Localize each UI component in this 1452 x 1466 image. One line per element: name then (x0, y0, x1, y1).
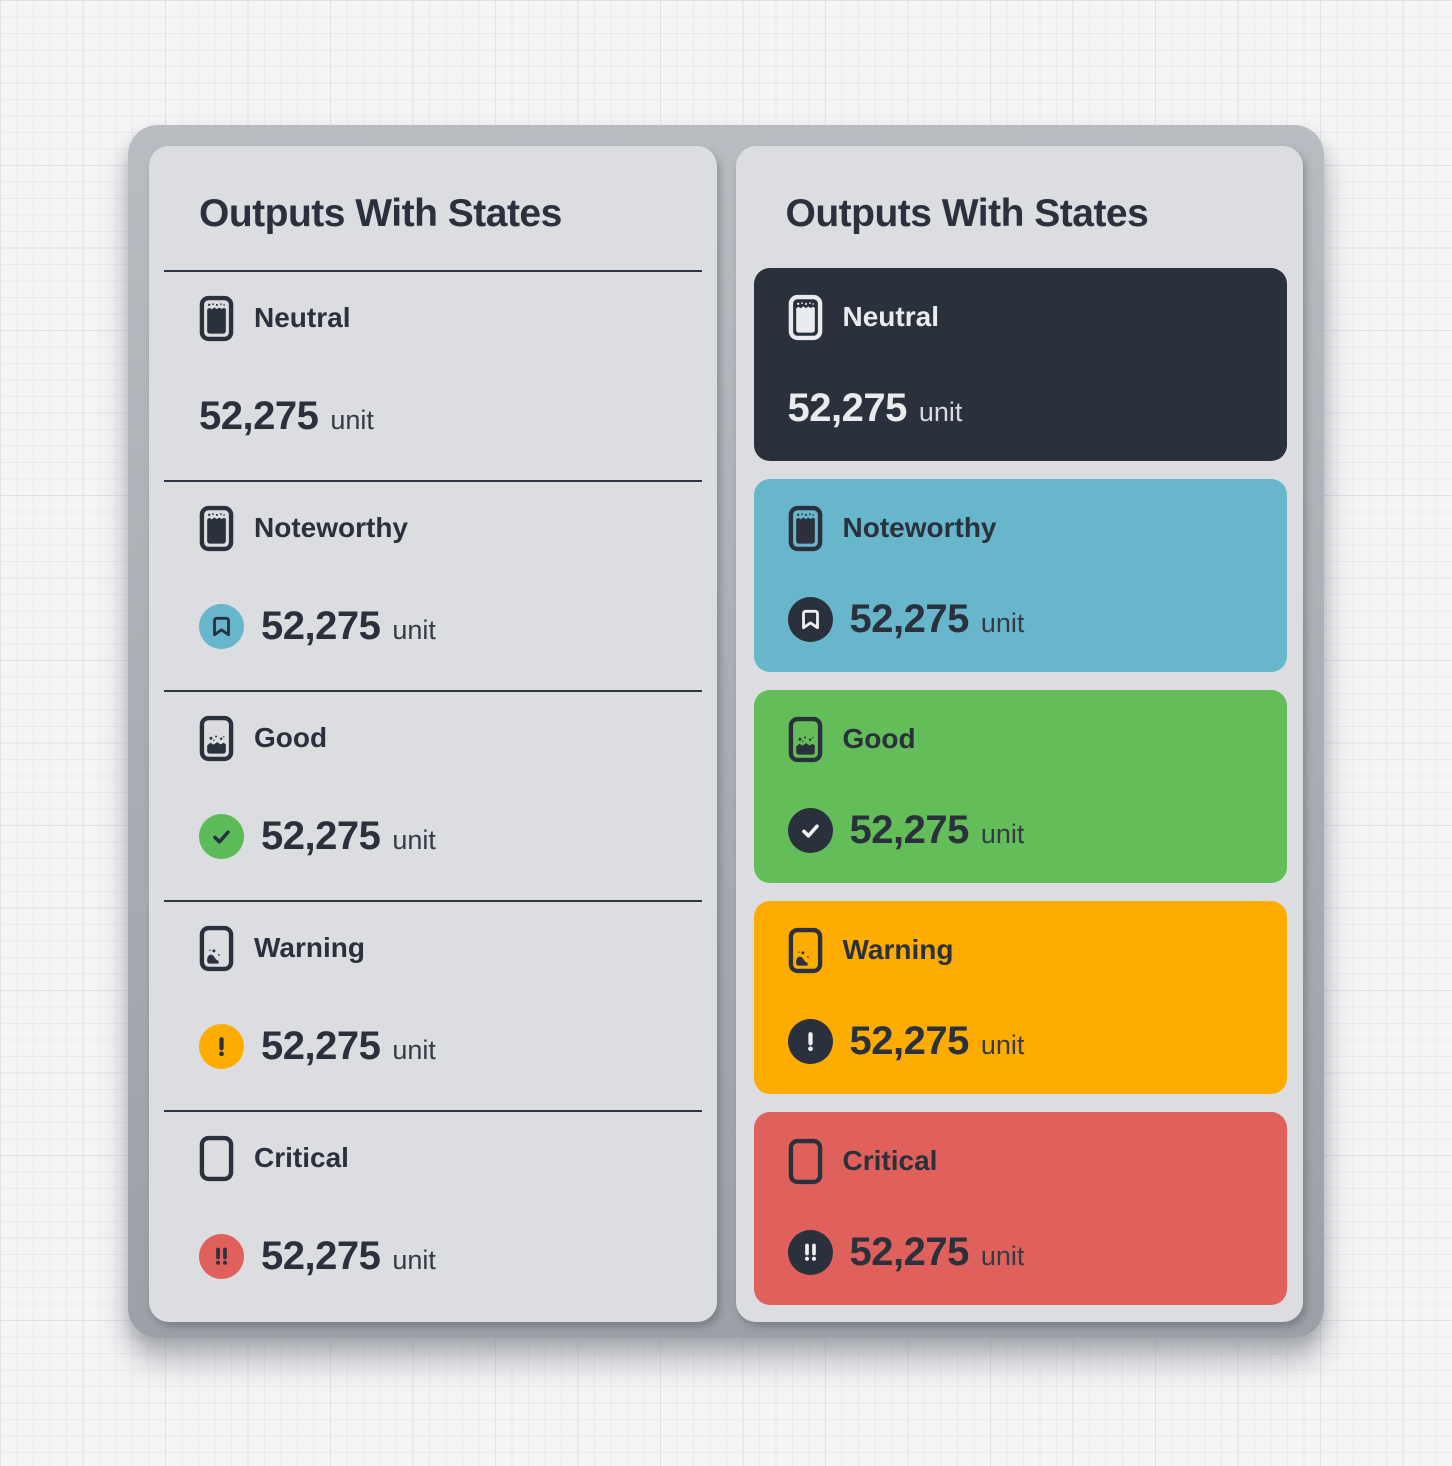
output-row-noteworthy: Noteworthy 52,275 unit (149, 482, 717, 690)
output-row-good: Good 52,275 unit (149, 692, 717, 900)
output-value: 52,275 (261, 1023, 381, 1068)
output-unit: unit (392, 614, 436, 645)
output-value: 52,275 (849, 1018, 970, 1063)
divider (164, 270, 702, 272)
output-value: 52,275 (849, 596, 970, 641)
meter-low-icon (199, 925, 234, 972)
panel-title: Outputs With States (785, 192, 1149, 235)
output-row-critical: Critical 52,275 unit (149, 1112, 717, 1320)
output-row-neutral: Neutral 52,275 unit (149, 272, 717, 480)
meter-full-icon (788, 505, 823, 552)
bookmark-icon (787, 596, 833, 642)
meter-full-icon (199, 295, 234, 342)
output-value: 52,275 (849, 1229, 970, 1274)
output-card-critical: Critical 52,275 unit (753, 1112, 1287, 1305)
state-label: Critical (842, 1145, 938, 1176)
divider (164, 1110, 702, 1112)
bookmark-icon (199, 603, 244, 649)
widget-frame: Outputs With States Neutral 52,275 unit … (128, 125, 1324, 1338)
meter-mid-icon (788, 716, 823, 763)
exclamation-icon (199, 1023, 244, 1069)
meter-empty-icon (199, 1135, 234, 1182)
output-value: 52,275 (199, 393, 319, 438)
output-card-good: Good 52,275 unit (753, 690, 1287, 883)
output-card-neutral: Neutral 52,275 unit (753, 268, 1287, 461)
double-exclamation-icon (787, 1229, 833, 1275)
meter-low-icon (788, 927, 823, 974)
outputs-panel-plain: Outputs With States Neutral 52,275 unit … (149, 146, 717, 1322)
output-unit: unit (392, 1244, 436, 1275)
divider (164, 480, 702, 482)
state-label: Noteworthy (254, 512, 408, 543)
output-value: 52,275 (787, 385, 908, 430)
state-label: Neutral (842, 301, 939, 332)
output-unit: unit (392, 1034, 436, 1065)
meter-full-icon (788, 294, 823, 341)
output-unit: unit (980, 1029, 1025, 1060)
state-label: Critical (254, 1142, 349, 1173)
output-value: 52,275 (261, 813, 381, 858)
meter-empty-icon (788, 1138, 823, 1185)
output-card-noteworthy: Noteworthy 52,275 unit (753, 479, 1287, 672)
output-card-warning: Warning 52,275 unit (753, 901, 1287, 1094)
state-label: Warning (842, 934, 954, 965)
outputs-panel-cards: Outputs With States Neutral 52,275 unit … (735, 146, 1303, 1322)
output-value: 52,275 (261, 1233, 381, 1278)
exclamation-icon (787, 1018, 833, 1064)
output-value: 52,275 (849, 807, 970, 852)
state-label: Warning (254, 932, 365, 963)
check-icon (787, 807, 833, 853)
output-value: 52,275 (261, 603, 381, 648)
state-label: Neutral (254, 302, 351, 333)
output-unit: unit (330, 404, 374, 435)
output-unit: unit (980, 818, 1025, 849)
divider (164, 690, 702, 692)
output-unit: unit (918, 396, 963, 427)
check-icon (199, 813, 244, 859)
output-unit: unit (980, 1240, 1025, 1271)
meter-mid-icon (199, 715, 234, 762)
state-label: Noteworthy (842, 512, 997, 543)
divider (164, 900, 702, 902)
output-unit: unit (980, 607, 1025, 638)
state-label: Good (842, 723, 916, 754)
panel-title: Outputs With States (199, 192, 562, 235)
state-label: Good (254, 722, 328, 753)
meter-full-icon (199, 505, 234, 552)
output-unit: unit (392, 824, 436, 855)
output-row-warning: Warning 52,275 unit (149, 902, 717, 1110)
double-exclamation-icon (199, 1233, 244, 1279)
